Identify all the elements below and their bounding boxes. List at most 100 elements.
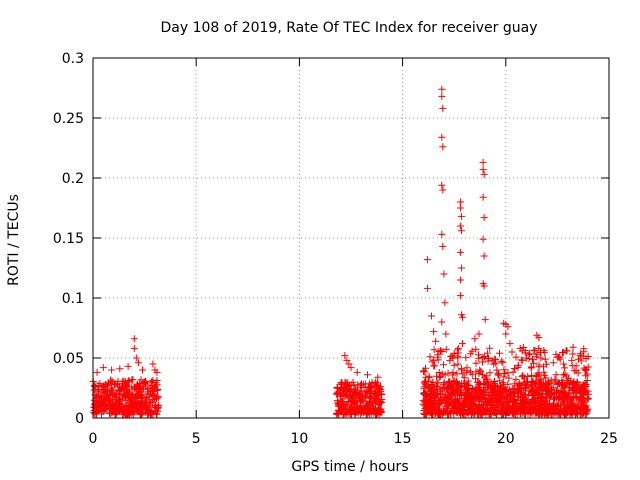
data-point (420, 367, 428, 375)
data-point (112, 406, 120, 414)
data-point (353, 368, 361, 376)
data-point (551, 376, 559, 384)
data-point (550, 395, 557, 403)
data-point (457, 212, 465, 220)
data-point (354, 381, 362, 389)
data-point (541, 382, 549, 390)
data-point (509, 403, 517, 411)
data-point (151, 383, 159, 391)
data-point (440, 361, 447, 369)
data-point (534, 369, 542, 377)
data-point (135, 387, 143, 395)
data-point (565, 384, 573, 391)
data-point (341, 409, 349, 417)
data-point (481, 316, 489, 324)
data-point (442, 398, 450, 406)
data-point (428, 358, 436, 366)
data-point (523, 378, 531, 386)
data-point (127, 402, 135, 410)
data-point (341, 378, 349, 386)
data-point (572, 362, 580, 370)
data-point (477, 387, 485, 395)
data-point (105, 379, 112, 387)
data-point (465, 393, 472, 401)
data-point (516, 344, 524, 352)
data-point (457, 227, 465, 235)
data-point (556, 353, 564, 361)
data-point (531, 409, 539, 417)
data-point (442, 408, 449, 416)
chart-title: Day 108 of 2019, Rate Of TEC Index for r… (161, 20, 538, 36)
data-point (139, 403, 147, 411)
x-tick-label: 0 (89, 431, 98, 447)
data-point (503, 397, 511, 405)
data-point (508, 348, 516, 356)
y-tick-label: 0.3 (62, 51, 84, 67)
data-point (500, 366, 508, 374)
data-point (454, 344, 462, 352)
data-point (433, 372, 441, 380)
data-point (584, 353, 592, 360)
data-point (480, 282, 488, 290)
data-point (98, 407, 106, 415)
data-point (533, 405, 541, 413)
data-point (122, 407, 130, 415)
data-point (438, 85, 446, 93)
data-point (582, 410, 590, 418)
data-point (441, 299, 449, 307)
data-point (362, 388, 370, 396)
data-point (344, 398, 352, 406)
x-tick-label: 25 (600, 431, 618, 447)
data-point (139, 399, 147, 406)
data-point (528, 371, 536, 379)
data-point (134, 392, 141, 400)
data-point (575, 395, 583, 403)
data-point (482, 410, 490, 418)
data-point (333, 383, 341, 391)
data-point (564, 394, 572, 402)
data-point (515, 384, 523, 392)
data-point (346, 410, 354, 418)
data-point (518, 372, 526, 380)
y-tick-label: 0.1 (62, 291, 84, 307)
data-point (433, 389, 441, 397)
data-point (423, 381, 430, 389)
data-point (439, 186, 447, 194)
data-point (580, 409, 587, 417)
data-point (346, 405, 354, 413)
data-point (569, 384, 577, 392)
data-point (450, 377, 458, 385)
data-point (438, 133, 446, 141)
data-point (358, 380, 365, 388)
data-point (124, 362, 132, 370)
data-point (456, 276, 464, 284)
data-point (543, 410, 551, 418)
data-point (347, 392, 355, 399)
data-point (150, 384, 158, 392)
data-point (428, 394, 436, 402)
data-point (480, 353, 488, 360)
data-point (580, 389, 587, 397)
data-point (152, 379, 160, 387)
data-point (475, 330, 483, 338)
data-point (535, 344, 543, 352)
data-point (335, 400, 343, 408)
data-point (153, 395, 160, 403)
data-point (537, 375, 545, 383)
data-point (542, 360, 550, 368)
data-point (374, 373, 382, 381)
data-point (116, 407, 124, 415)
data-point (90, 386, 98, 394)
data-point (537, 390, 545, 397)
data-point (99, 385, 107, 393)
data-point (479, 371, 486, 379)
data-point (105, 391, 113, 398)
data-point (509, 385, 517, 393)
y-tick-label: 0 (75, 411, 84, 427)
data-point (106, 409, 113, 417)
data-point (583, 377, 591, 384)
data-point (419, 400, 427, 408)
data-point (337, 392, 344, 400)
x-tick-label: 15 (394, 431, 412, 447)
data-point (366, 399, 374, 407)
